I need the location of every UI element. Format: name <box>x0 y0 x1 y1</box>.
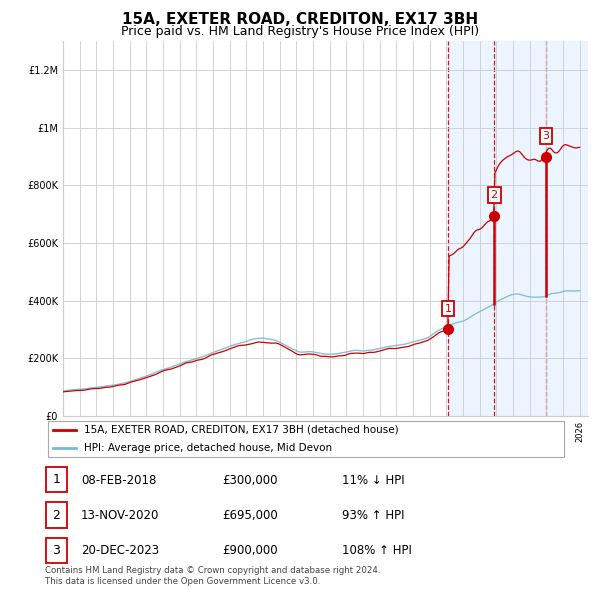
Text: 3: 3 <box>542 131 550 141</box>
FancyBboxPatch shape <box>47 421 565 457</box>
Text: 13-NOV-2020: 13-NOV-2020 <box>81 509 160 522</box>
Text: £300,000: £300,000 <box>222 474 277 487</box>
Text: 1: 1 <box>445 304 451 314</box>
Text: £900,000: £900,000 <box>222 545 278 558</box>
Text: 15A, EXETER ROAD, CREDITON, EX17 3BH (detached house): 15A, EXETER ROAD, CREDITON, EX17 3BH (de… <box>84 425 399 435</box>
Text: £695,000: £695,000 <box>222 509 278 522</box>
FancyBboxPatch shape <box>46 537 67 563</box>
Text: Price paid vs. HM Land Registry's House Price Index (HPI): Price paid vs. HM Land Registry's House … <box>121 25 479 38</box>
Text: 3: 3 <box>52 544 61 557</box>
FancyBboxPatch shape <box>46 502 67 528</box>
Text: Contains HM Land Registry data © Crown copyright and database right 2024.
This d: Contains HM Land Registry data © Crown c… <box>45 566 380 586</box>
Text: 93% ↑ HPI: 93% ↑ HPI <box>342 509 404 522</box>
Text: 15A, EXETER ROAD, CREDITON, EX17 3BH: 15A, EXETER ROAD, CREDITON, EX17 3BH <box>122 12 478 27</box>
Text: 08-FEB-2018: 08-FEB-2018 <box>81 474 157 487</box>
Text: 108% ↑ HPI: 108% ↑ HPI <box>342 545 412 558</box>
Bar <box>448 41 588 416</box>
FancyBboxPatch shape <box>46 467 67 493</box>
Text: 1: 1 <box>52 473 61 486</box>
Text: 11% ↓ HPI: 11% ↓ HPI <box>342 474 404 487</box>
Text: 20-DEC-2023: 20-DEC-2023 <box>81 545 159 558</box>
Text: 2: 2 <box>491 190 498 200</box>
Text: HPI: Average price, detached house, Mid Devon: HPI: Average price, detached house, Mid … <box>84 443 332 453</box>
Text: 2: 2 <box>52 509 61 522</box>
